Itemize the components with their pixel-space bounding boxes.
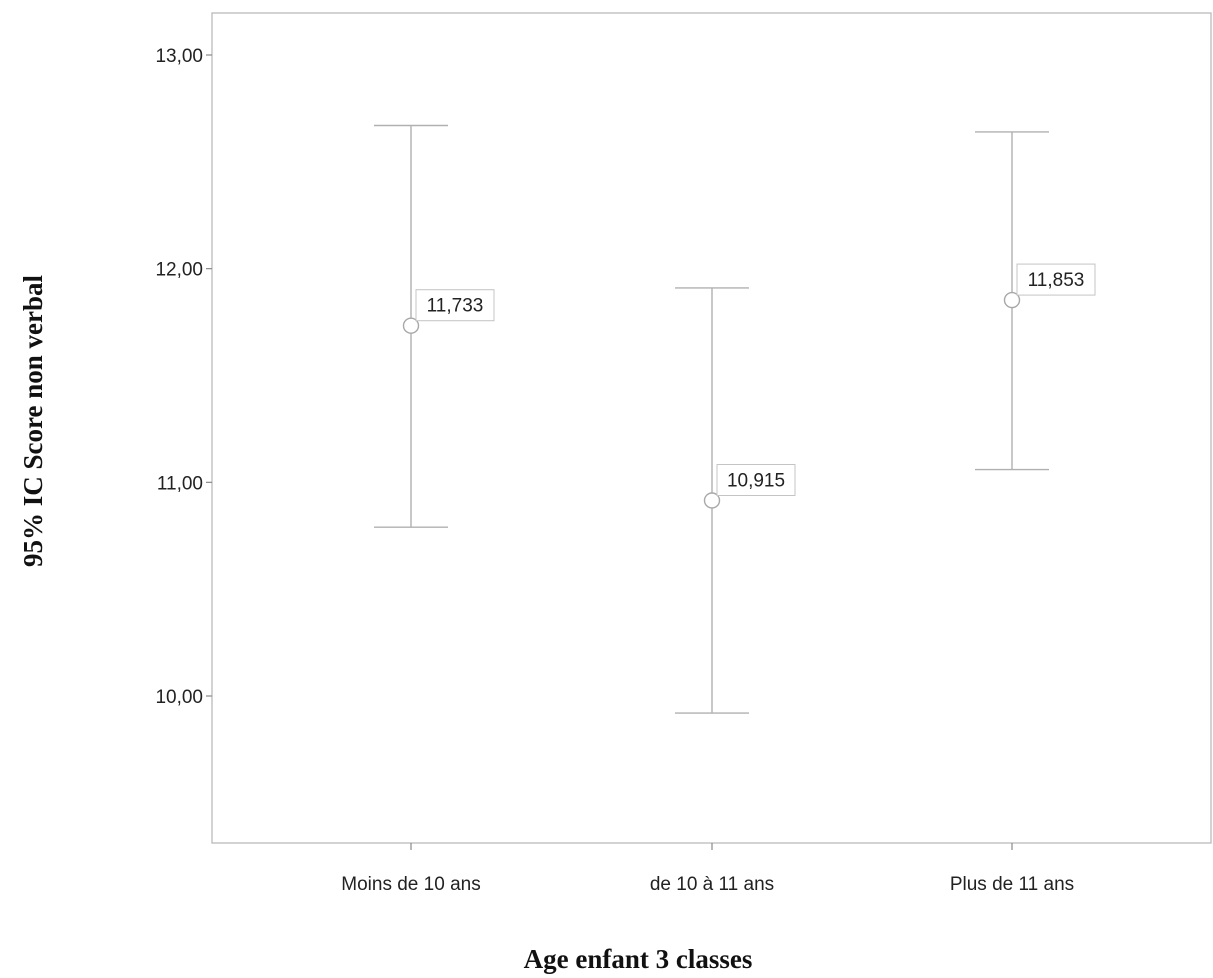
value-label: 11,853	[1028, 270, 1085, 291]
errorbar-series: 11,733 10,915 11,853	[374, 124, 1096, 714]
mean-marker	[402, 317, 420, 334]
mean-marker	[703, 492, 721, 509]
x-axis: Moins de 10 ans de 10 à 11 ans Plus de 11 …	[341, 843, 1074, 895]
y-tick-label: 11,00	[157, 473, 203, 494]
value-label-box	[415, 289, 495, 322]
value-label-box	[716, 463, 796, 496]
y-axis-title: 95% IC Score non verbal	[18, 275, 48, 568]
y-tick-label: 10,00	[155, 687, 203, 708]
x-tick-label: de 10 à 11 ans	[650, 874, 774, 895]
mean-marker	[1003, 291, 1021, 309]
x-tick-label: Moins de 10 ans	[341, 874, 480, 895]
value-label: 11,733	[427, 296, 484, 317]
y-axis: 10,00 11,00 12,00 13,00	[155, 46, 212, 708]
y-tick-label: 12,00	[155, 260, 203, 281]
value-label: 10,915	[727, 470, 785, 491]
x-axis-title: Age enfant 3 classes	[524, 944, 753, 974]
x-tick-label: Plus de 11 ans	[950, 874, 1074, 895]
y-tick-label: 13,00	[155, 46, 203, 67]
value-label-box	[1016, 263, 1096, 296]
